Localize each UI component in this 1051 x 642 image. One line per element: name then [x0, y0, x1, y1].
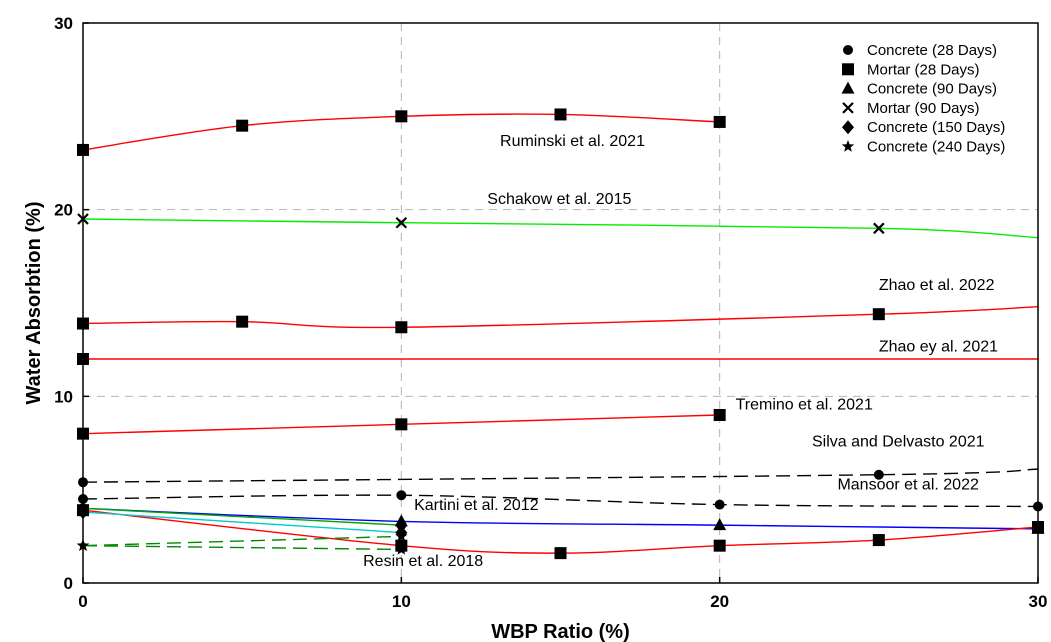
legend-marker: [843, 45, 853, 55]
annotation-label: Mansoor et al. 2022: [837, 477, 979, 494]
series-line: [82, 535, 402, 547]
x-tick-label: 30: [1029, 592, 1048, 611]
series-line: [82, 218, 1039, 239]
series-line: [82, 507, 402, 526]
series-line: [82, 507, 1039, 530]
annotation-label: Tremino et al. 2021: [736, 396, 873, 413]
data-point: [395, 110, 408, 123]
legend-marker: [842, 63, 854, 76]
plot-frame: [82, 22, 1039, 584]
data-point: [395, 321, 408, 334]
legend-marker: [842, 102, 854, 114]
data-point: [713, 539, 726, 552]
legend-label: Concrete (150 Days): [867, 119, 1005, 136]
y-tick-label: 30: [54, 14, 73, 33]
data-point: [713, 518, 727, 531]
x-axis-title: WBP Ratio (%): [491, 621, 630, 642]
data-point: [554, 108, 567, 121]
legend-label: Mortar (90 Days): [867, 100, 980, 117]
series-line: [82, 306, 1039, 329]
annotation-label: Silva and Delvasto 2021: [812, 434, 985, 451]
series-line: [82, 544, 402, 551]
y-tick-label: 10: [54, 387, 73, 406]
legend-marker: [842, 120, 854, 135]
annotation-label: Zhao et al. 2022: [879, 277, 995, 294]
annotation-label: Zhao ey al. 2021: [879, 339, 998, 356]
data-point: [236, 119, 249, 132]
series-line: [82, 511, 402, 534]
legend-marker: [841, 140, 855, 152]
data-point: [873, 469, 884, 480]
x-tick-label: 0: [78, 592, 87, 611]
series-layer: [82, 113, 1039, 554]
data-point: [396, 490, 407, 501]
data-point: [554, 547, 567, 560]
markers-layer: [76, 108, 1045, 560]
annotation-label: Resin et al. 2018: [363, 553, 483, 570]
series-line: [82, 509, 1039, 554]
legend-label: Concrete (28 Days): [867, 42, 997, 59]
data-point: [873, 222, 885, 235]
data-point: [872, 534, 885, 547]
data-point: [714, 499, 725, 510]
annotation-label: Kartini et al. 2012: [414, 497, 539, 514]
data-point: [396, 520, 407, 531]
annotations: Ruminski et al. 2021 Schakow et al. 2015 Z…: [363, 133, 998, 570]
data-point: [872, 308, 885, 321]
x-tick-label: 10: [392, 592, 411, 611]
legend-label: Concrete (90 Days): [867, 81, 997, 98]
data-point: [713, 115, 726, 128]
x-tick-label: 20: [710, 592, 729, 611]
annotation-label: Schakow et al. 2015: [487, 191, 631, 208]
legend-label: Concrete (240 Days): [867, 139, 1005, 156]
y-tick-label: 0: [64, 574, 73, 593]
grid: [83, 23, 1038, 583]
legend-label: Mortar (28 Days): [867, 61, 980, 78]
legend: Concrete (28 Days) Mortar (28 Days) Concre…: [841, 42, 1005, 156]
data-point: [236, 315, 249, 328]
data-point: [395, 216, 408, 229]
ticks: 0 10 20 30 0 10 20 30: [54, 14, 1047, 611]
y-axis-title: Water Absorbtion (%): [23, 202, 45, 405]
series-line: [82, 468, 1039, 483]
annotation-label: Ruminski et al. 2021: [500, 133, 645, 150]
data-point: [395, 529, 408, 542]
data-point: [395, 542, 408, 555]
data-point: [395, 418, 408, 431]
series-line: [82, 494, 1039, 508]
data-point: [713, 409, 726, 421]
legend-marker: [841, 81, 855, 94]
y-tick-label: 20: [54, 201, 73, 220]
